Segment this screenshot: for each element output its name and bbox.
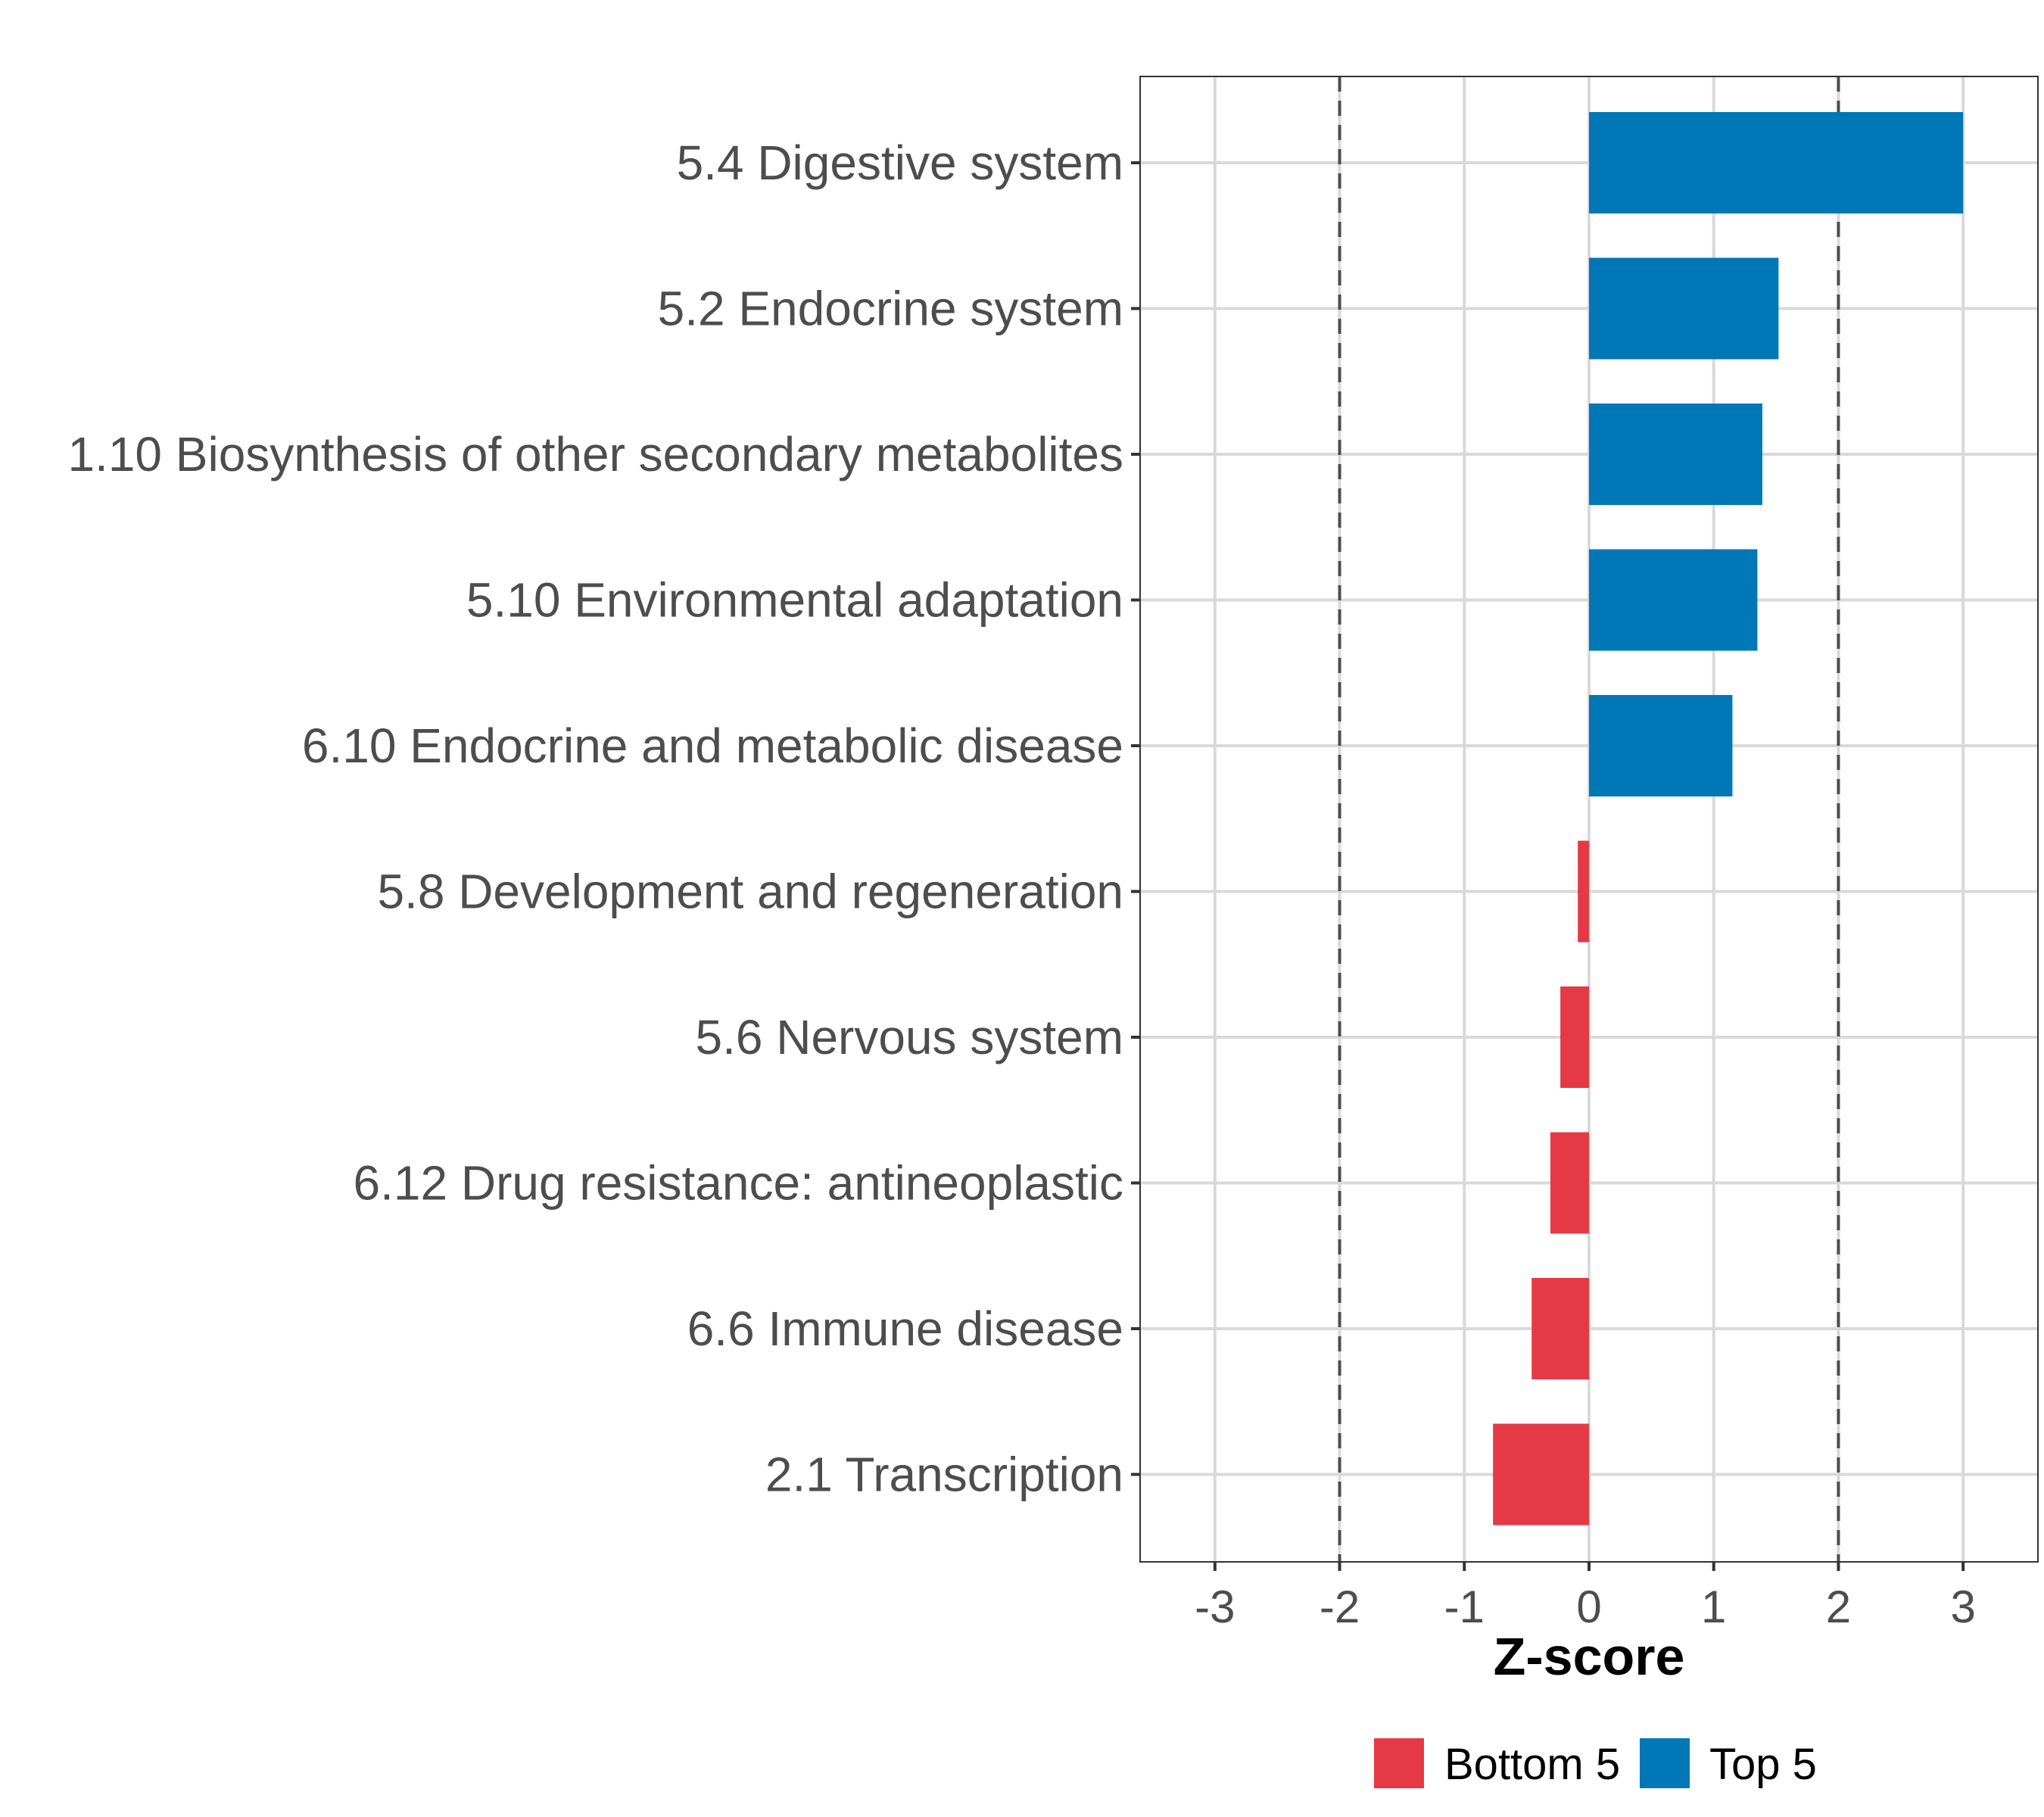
legend-swatch-0 xyxy=(1374,1738,1424,1788)
x-tick-label: 2 xyxy=(1826,1582,1851,1632)
bar-5 xyxy=(1578,840,1589,943)
bar-7 xyxy=(1550,1132,1589,1234)
category-label: 6.10 Endocrine and metabolic disease xyxy=(302,718,1123,773)
y-axis-labels: 5.4 Digestive system 5.2 Endocrine system… xyxy=(67,136,1123,1502)
category-label: 1.10 Biosynthesis of other secondary met… xyxy=(67,427,1123,482)
bar-8 xyxy=(1531,1278,1589,1379)
reference-lines xyxy=(1338,76,1840,1562)
bar-1 xyxy=(1589,257,1779,360)
x-tick-label: 0 xyxy=(1576,1582,1601,1632)
legend-swatch-1 xyxy=(1640,1738,1690,1788)
x-tick-label: 3 xyxy=(1950,1582,1975,1632)
x-tick-label: -3 xyxy=(1195,1582,1235,1632)
legend: Bottom 5 Top 5 xyxy=(1374,1738,1817,1789)
legend-label-1: Top 5 xyxy=(1709,1740,1817,1789)
bar-4 xyxy=(1589,695,1733,796)
category-label: 5.8 Development and regeneration xyxy=(377,865,1123,919)
bars xyxy=(1493,112,1964,1526)
x-axis-ticks: -3 -2 -1 0 1 2 3 xyxy=(1195,1562,1976,1632)
category-label: 6.12 Drug resistance: antineoplastic xyxy=(354,1156,1123,1211)
x-tick-label: -1 xyxy=(1444,1582,1485,1632)
bar-2 xyxy=(1589,404,1762,505)
category-label: 2.1 Transcription xyxy=(765,1448,1123,1502)
bar-9 xyxy=(1493,1423,1589,1526)
category-label: 5.10 Environmental adaptation xyxy=(466,573,1123,628)
legend-label-0: Bottom 5 xyxy=(1444,1740,1620,1789)
bar-6 xyxy=(1560,986,1589,1088)
bar-3 xyxy=(1589,549,1758,651)
x-axis-title: Z-score xyxy=(1494,1627,1685,1686)
bar-0 xyxy=(1589,112,1964,213)
category-label: 5.6 Nervous system xyxy=(695,1010,1123,1064)
x-tick-label: -2 xyxy=(1320,1582,1360,1632)
y-axis-ticks xyxy=(1131,161,1140,1476)
category-label: 5.2 Endocrine system xyxy=(658,282,1123,336)
category-label: 5.4 Digestive system xyxy=(677,136,1123,190)
category-label: 6.6 Immune disease xyxy=(687,1301,1123,1356)
x-tick-label: 1 xyxy=(1701,1582,1726,1632)
